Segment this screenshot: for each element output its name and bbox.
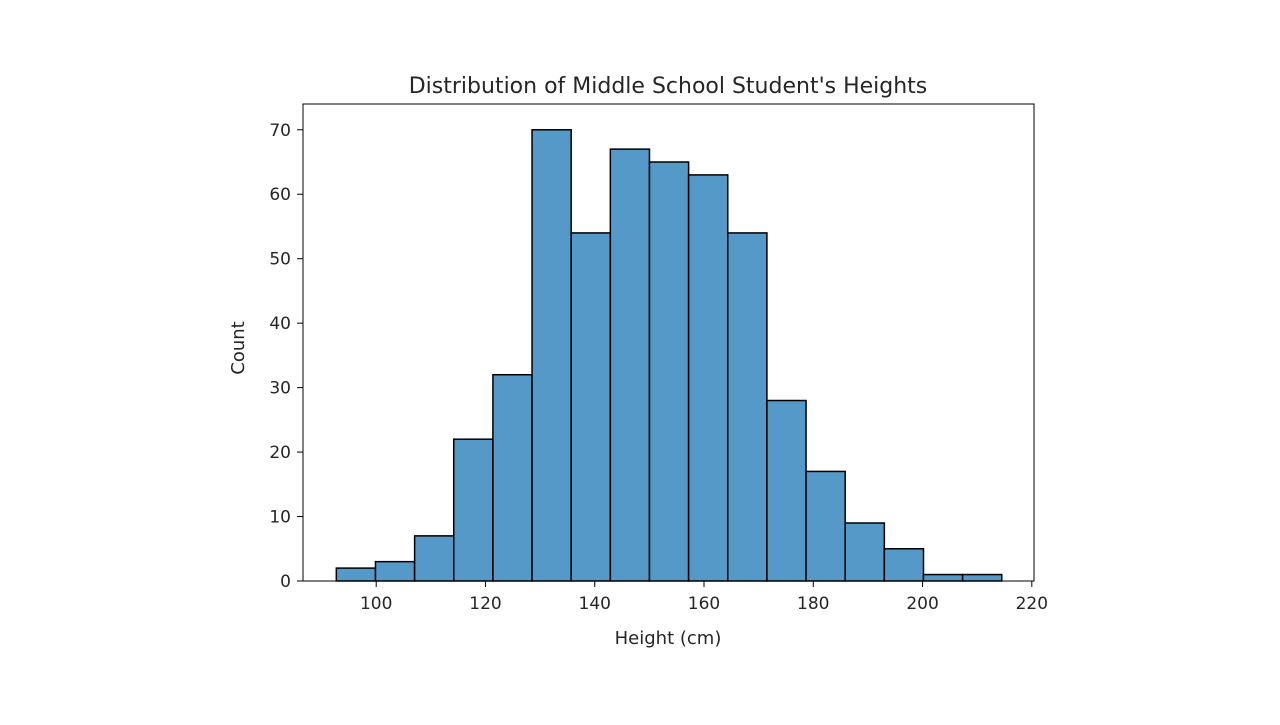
histogram-bar xyxy=(492,373,533,582)
plot-frame xyxy=(302,103,1035,582)
x-tick-label: 220 xyxy=(1016,594,1048,614)
y-tick-label: 30 xyxy=(269,379,291,399)
histogram-bar xyxy=(570,232,612,582)
x-tick-label: 100 xyxy=(360,594,392,614)
histogram-bar xyxy=(727,232,768,582)
histogram-bar xyxy=(648,161,690,582)
histogram-bar xyxy=(335,567,377,582)
y-tick-label: 60 xyxy=(269,185,291,205)
histogram-bar xyxy=(844,522,886,582)
y-axis-ticks: 0 10 20 30 40 50 60 70 xyxy=(269,121,303,592)
histogram-bar xyxy=(374,560,416,582)
chart-title: Distribution of Middle School Student's … xyxy=(409,74,928,99)
x-tick-label: 140 xyxy=(579,594,611,614)
x-axis-label: Height (cm) xyxy=(615,628,722,649)
y-tick-label: 10 xyxy=(269,508,291,528)
histogram-bar xyxy=(766,399,807,582)
y-tick-label: 50 xyxy=(269,250,291,270)
histogram-bar xyxy=(453,438,494,582)
histogram-bar xyxy=(922,573,964,582)
x-tick-label: 200 xyxy=(906,594,938,614)
histogram-bar xyxy=(883,548,925,582)
x-tick-label: 120 xyxy=(469,594,501,614)
histogram-bar xyxy=(531,129,572,582)
x-axis-ticks: 100 120 140 160 180 200 220 xyxy=(360,581,1048,614)
histogram-bar xyxy=(961,573,1003,582)
y-tick-label: 0 xyxy=(280,572,291,592)
y-tick-label: 20 xyxy=(269,443,291,463)
histogram-bar xyxy=(687,174,729,582)
y-axis-label: Count xyxy=(228,321,249,374)
bars xyxy=(335,129,1003,582)
histogram-bar xyxy=(805,470,846,582)
y-tick-label: 70 xyxy=(269,121,291,141)
x-tick-label: 180 xyxy=(797,594,829,614)
y-tick-label: 40 xyxy=(269,314,291,334)
histogram-bar xyxy=(609,148,651,582)
x-tick-label: 160 xyxy=(688,594,720,614)
histogram-bar xyxy=(413,535,455,582)
